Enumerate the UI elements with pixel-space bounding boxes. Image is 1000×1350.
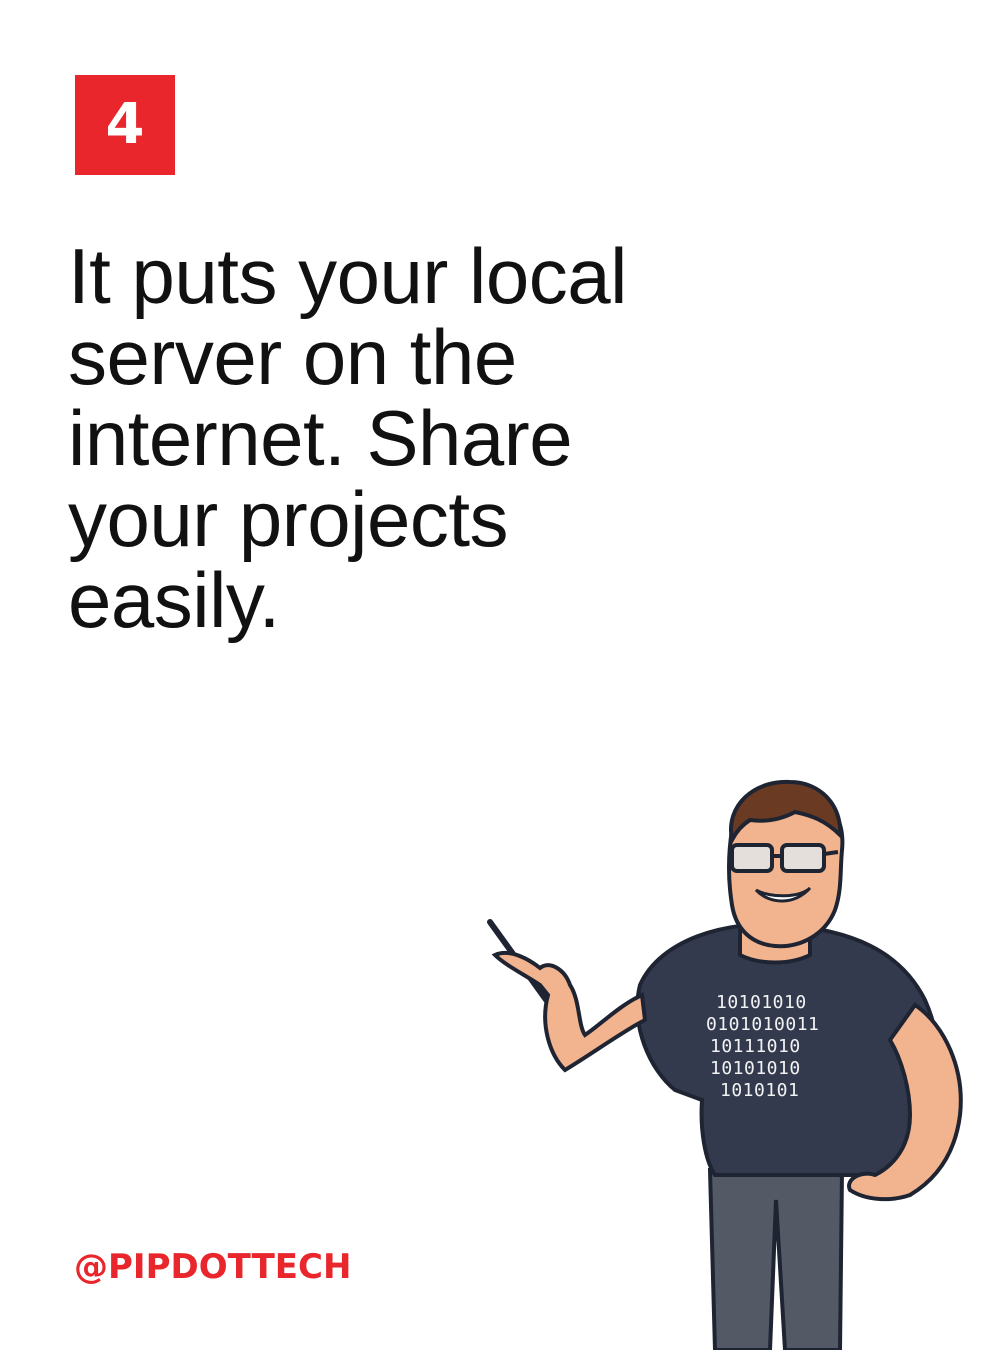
hip-arm-icon (847, 1002, 963, 1202)
shirt-binary-line-3: 10111010 (710, 1036, 801, 1057)
shirt-binary-line-2: 0101010011 (706, 1014, 819, 1035)
headline-line-1: It puts your local (68, 232, 627, 320)
headline: It puts your local server on the interne… (68, 236, 748, 641)
headline-line-4: your projects (68, 475, 509, 563)
shirt-binary-line-5: 1010101 (720, 1080, 799, 1101)
headline-line-2: server on the (68, 313, 517, 401)
slide-number: 4 (105, 92, 145, 157)
pointing-arm-icon (491, 950, 648, 1073)
shirt-binary-line-1: 10101010 (716, 992, 807, 1013)
headline-line-3: internet. Share (68, 394, 573, 482)
pants-icon (707, 1168, 845, 1350)
developer-mascot-illustration: 10101010 0101010011 10111010 10101010 10… (487, 779, 963, 1350)
slide-number-badge: 4 (75, 75, 175, 175)
hair-icon (728, 779, 843, 847)
glasses-icon (730, 843, 839, 873)
shirt-binary-line-4: 10101010 (710, 1058, 801, 1079)
social-handle: @PIPDOTTECH (74, 1247, 352, 1287)
smile-icon (754, 886, 812, 903)
headline-line-5: easily. (68, 556, 280, 644)
